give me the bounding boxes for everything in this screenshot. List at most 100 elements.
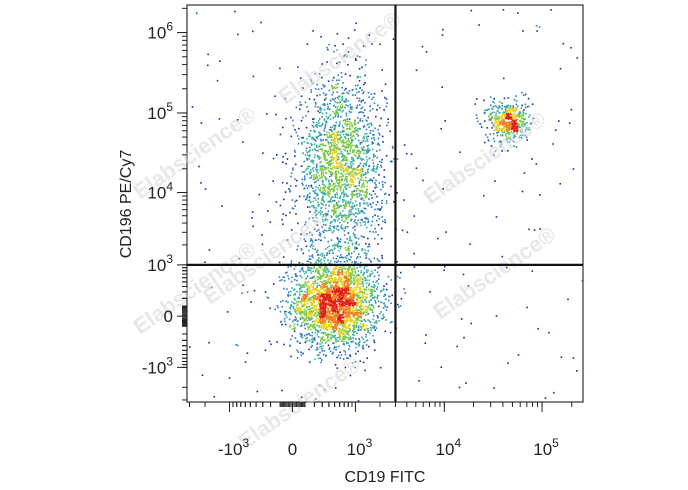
data-point [329,289,332,292]
data-point [338,214,340,216]
data-point [365,265,368,267]
data-point [513,136,516,139]
data-point [348,327,350,330]
data-point [319,210,322,212]
data-point [384,305,387,308]
data-point [359,279,361,281]
data-point [356,55,359,57]
data-point [367,313,370,315]
data-point [493,111,495,114]
data-point [357,208,360,210]
data-point [350,252,353,255]
data-point [338,125,340,127]
data-point [509,108,512,110]
data-point [371,290,373,292]
data-point [319,303,321,305]
data-point [306,319,308,322]
data-point [284,320,286,323]
data-point [318,266,320,269]
data-point [284,310,286,313]
data-point [329,321,332,324]
data-point [352,212,355,215]
data-point [339,165,341,167]
data-point [312,170,315,172]
data-point [365,327,368,330]
data-point [285,316,288,318]
data-point [325,116,328,118]
data-point [326,246,329,249]
data-point [306,159,309,161]
data-point [327,281,329,283]
data-point [321,327,323,329]
data-point [360,283,363,285]
data-point [320,313,323,315]
data-point [363,109,366,111]
data-point [360,174,362,177]
data-point [300,233,302,236]
data-point [345,218,348,221]
data-point [319,134,322,136]
data-point [333,320,335,322]
data-point [510,125,513,127]
data-point [364,314,367,316]
data-point [319,143,322,146]
data-point [315,210,317,212]
data-point [342,325,344,327]
data-point [519,121,522,123]
data-point [384,293,386,296]
data-point [498,122,500,125]
data-point [289,306,292,309]
data-point [346,308,349,310]
data-point [370,93,373,95]
data-point [323,286,326,288]
data-point [372,190,375,192]
data-point [350,211,352,213]
data-point [341,301,343,303]
data-point [383,285,385,287]
data-point [366,161,368,163]
data-point [309,328,312,331]
data-point [355,294,358,297]
data-point [320,125,322,127]
data-point [508,126,510,128]
data-point [370,270,373,272]
data-point [321,342,323,344]
data-point [351,138,353,141]
data-point [331,158,333,161]
data-point [287,293,289,296]
data-point [329,227,331,229]
data-point [340,169,342,171]
data-point [334,97,336,100]
data-point [365,218,368,220]
data-point [329,160,331,162]
data-point [323,201,325,203]
data-point [324,306,327,308]
data-point [297,222,299,225]
data-point [506,138,509,140]
data-point [340,340,343,342]
data-point [320,161,322,163]
data-point [363,296,365,298]
data-point [276,305,279,307]
data-point [369,203,371,205]
data-point [354,194,357,196]
data-point [295,199,298,202]
data-point [329,118,332,121]
data-point [335,314,337,316]
data-point [311,254,314,256]
data-point [334,276,336,279]
data-point [340,205,343,207]
data-point [358,154,361,156]
data-point [317,198,319,200]
data-point [337,242,340,244]
data-point [300,249,303,251]
data-point [351,301,353,303]
data-point [300,119,303,122]
data-point [333,308,335,311]
data-point [312,245,315,248]
data-point [502,122,504,125]
data-point [359,297,361,299]
data-point [331,88,334,91]
data-point [316,83,318,86]
data-point [361,324,364,327]
